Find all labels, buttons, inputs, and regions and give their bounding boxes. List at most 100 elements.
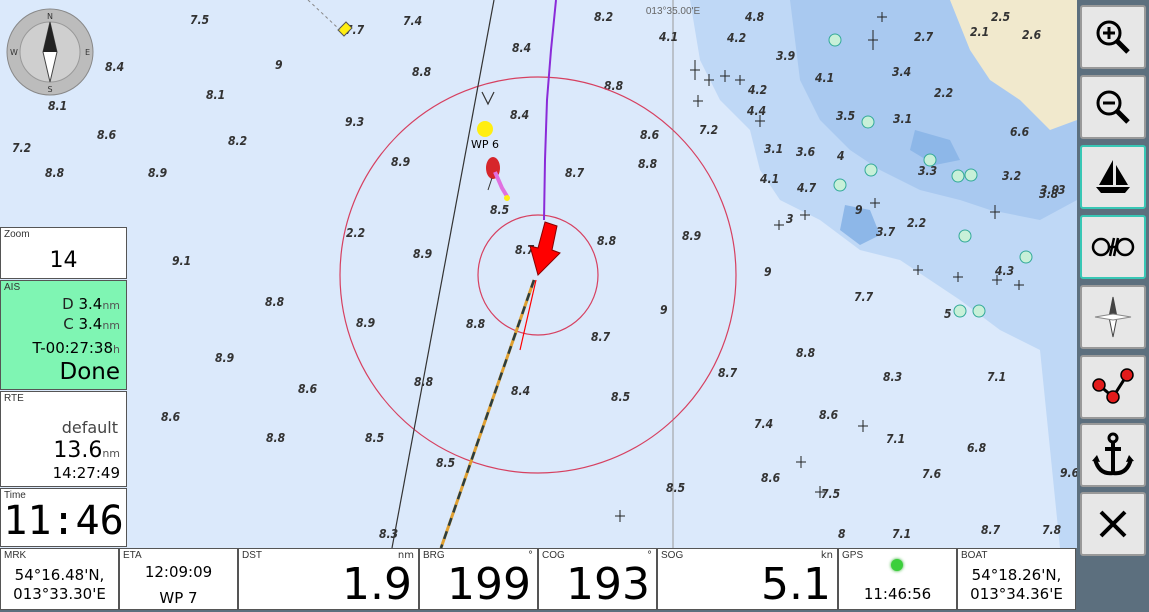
chart-canvas: 013°35.00'E 6.27.58.18.498.87.78.48.24.1…: [6, 0, 1077, 548]
depth-sounding: 4.1: [659, 30, 678, 44]
ais-target-icon: [486, 157, 510, 201]
time-panel[interactable]: Time 11:46: [0, 488, 127, 547]
route-eta: 14:27:49: [52, 464, 120, 482]
svg-text:N: N: [47, 12, 53, 21]
heading-line: [519, 279, 537, 351]
zoom-in-button[interactable]: [1080, 5, 1146, 69]
boat-lon: 013°34.36'E: [970, 585, 1063, 603]
depth-sounding: 9: [660, 303, 668, 317]
brg-unit: °: [528, 550, 533, 561]
zoom-caption: Zoom: [4, 229, 30, 240]
depth-sounding: 9.3: [345, 115, 364, 129]
dst-caption: DST: [242, 550, 262, 561]
depth-sounding: 4.2: [727, 31, 746, 45]
depth-sounding: 8.9: [148, 166, 168, 180]
track-line: [543, 0, 557, 221]
depth-sounding: 9: [275, 58, 283, 72]
sog-unit: kn: [820, 550, 833, 561]
depth-sounding: 9.1: [172, 254, 191, 268]
depth-sounding: 8.8: [265, 295, 285, 309]
depth-sounding: 3.4: [892, 65, 911, 79]
depth-sounding: 8.5: [436, 456, 455, 470]
depth-sounding: 2.1: [970, 25, 989, 39]
boat-mode-button[interactable]: [1080, 145, 1146, 209]
depth-sounding: 3.1: [893, 112, 912, 126]
route-distance: 13.6nm: [53, 438, 120, 463]
depth-sounding: 3.1: [764, 142, 783, 156]
waypoint-icon: [477, 121, 493, 137]
depth-sounding: 8.9: [682, 229, 702, 243]
route-line: [391, 0, 495, 548]
depth-sounding: 7.4: [403, 14, 422, 28]
route-button[interactable]: [1080, 215, 1146, 279]
depth-sounding: 8.9: [356, 316, 376, 330]
chart-map[interactable]: 013°35.00'E 6.27.58.18.498.87.78.48.24.1…: [0, 0, 1077, 548]
depth-sounding: 3.8: [1039, 187, 1059, 201]
eta-waypoint: WP 7: [159, 589, 198, 607]
zoom-out-button[interactable]: [1080, 75, 1146, 139]
depth-sounding: 7.5: [821, 487, 840, 501]
eta-cell[interactable]: ETA 12:09:09 WP 7: [119, 548, 238, 610]
svg-text:W: W: [10, 48, 18, 57]
dst-unit: nm: [397, 550, 414, 561]
brg-cell[interactable]: BRG ° 199: [419, 548, 538, 610]
depth-sounding: 2.2: [934, 86, 953, 100]
brg-caption: BRG: [423, 550, 445, 561]
gps-time: 11:46:56: [863, 585, 932, 603]
waypoints-button[interactable]: [1080, 355, 1146, 419]
depth-sounding: 8.4: [512, 41, 531, 55]
depth-sounding: 8.8: [45, 166, 65, 180]
depth-sounding: 3.6: [796, 145, 816, 159]
brg-value: 199: [447, 559, 531, 610]
depth-sounding: 7.2: [12, 141, 31, 155]
depth-sounding: 8.6: [161, 410, 181, 424]
sailboat-icon: [1096, 160, 1130, 193]
time-value: 11:46: [3, 498, 124, 544]
zoom-in-icon: [1096, 20, 1130, 54]
cog-cell[interactable]: COG ° 193: [538, 548, 657, 610]
depth-sounding: 8.5: [611, 390, 630, 404]
depth-sounding: 8.6: [640, 128, 660, 142]
depth-sounding: 8.7: [565, 166, 585, 180]
anchor-button[interactable]: [1080, 423, 1146, 487]
range-ring-inner: [477, 214, 599, 336]
north-up-button[interactable]: [1080, 285, 1146, 349]
land-area: [950, 0, 1077, 130]
gps-status-icon: [891, 559, 903, 571]
close-button[interactable]: [1080, 492, 1146, 556]
range-ring-outer: [339, 76, 737, 474]
depth-sounding: 7.6: [922, 467, 942, 481]
zoom-out-icon: [1096, 90, 1130, 124]
depth-sounding: 3.9: [1040, 183, 1060, 197]
boat-cell[interactable]: BOAT 54°18.26'N, 013°34.36'E: [957, 548, 1076, 610]
mrk-cell[interactable]: MRK 54°16.48'N, 013°33.30'E: [0, 548, 119, 610]
gps-cell[interactable]: GPS 11:46:56: [838, 548, 957, 610]
waypoint-label: WP 6: [471, 138, 499, 151]
zoom-panel[interactable]: Zoom 14: [0, 227, 127, 279]
depth-sounding: 8.8: [597, 234, 617, 248]
ais-panel[interactable]: AIS D 3.4nm C 3.4nm T-00:27:38h Done: [0, 280, 127, 390]
depth-sounding: 9: [764, 265, 772, 279]
depth-sounding: 2.2: [346, 226, 365, 240]
depth-sounding: 5: [944, 307, 952, 321]
ais-cpa: C 3.4nm: [63, 315, 120, 333]
depth-sounding: 4.7: [797, 181, 817, 195]
depth-sounding: 8.5: [490, 203, 509, 217]
route-panel[interactable]: RTE default 13.6nm 14:27:49: [0, 391, 127, 487]
sog-cell[interactable]: SOG kn 5.1: [657, 548, 838, 610]
depth-sounding: 2.6: [1022, 28, 1042, 42]
depth-sounding: 8.4: [511, 384, 530, 398]
cog-value: 193: [566, 559, 650, 610]
dst-value: 1.9: [342, 559, 412, 610]
depth-sounding: 6.6: [1010, 125, 1030, 139]
depth-sounding: 7.1: [987, 370, 1006, 384]
anchor-icon: [1092, 432, 1134, 476]
depth-sounding: 4.1: [815, 71, 834, 85]
depth-sounding: 3.2: [1002, 169, 1021, 183]
dst-cell[interactable]: DST nm 1.9: [238, 548, 419, 610]
time-caption: Time: [4, 490, 26, 501]
waypoints-icon: [1092, 368, 1134, 404]
longitude-label: 013°35.00'E: [646, 6, 701, 17]
depth-sounding: 8.2: [594, 10, 613, 24]
depth-sounding: 8.3: [883, 370, 902, 384]
